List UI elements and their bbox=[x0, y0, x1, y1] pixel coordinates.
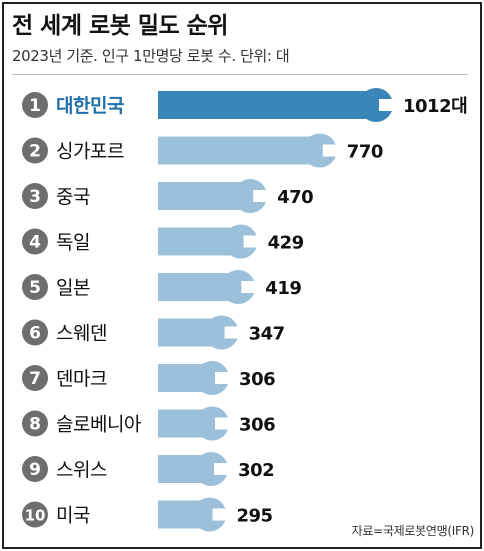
rank-number: 3 bbox=[29, 187, 41, 207]
country-label: 독일 bbox=[56, 232, 90, 254]
value-label: 306 bbox=[239, 369, 275, 390]
rank-number: 9 bbox=[29, 460, 41, 480]
chart-title: 전 세계 로봇 밀도 순위 bbox=[12, 13, 228, 39]
bar-claw-end bbox=[223, 224, 258, 259]
bar-claw-notch bbox=[253, 190, 273, 202]
rank-badge bbox=[22, 228, 48, 255]
bar-claw-notch bbox=[215, 372, 235, 384]
value-label: 306 bbox=[239, 415, 275, 436]
bar-claw-notch bbox=[212, 508, 232, 521]
bar-claw-end bbox=[359, 88, 393, 122]
bar bbox=[158, 136, 320, 165]
value-label: 470 bbox=[277, 187, 313, 208]
bar-claw-notch bbox=[322, 144, 342, 157]
bar-claw-end bbox=[221, 270, 256, 304]
bar-claw-end bbox=[195, 361, 230, 395]
rank-badge bbox=[22, 410, 48, 437]
rank-number: 1 bbox=[29, 96, 41, 116]
country-label: 스웨덴 bbox=[56, 323, 107, 345]
bar-claw-end bbox=[192, 497, 227, 532]
country-label: 대한민국 bbox=[56, 95, 124, 117]
value-label: 429 bbox=[268, 233, 304, 254]
rank-badge bbox=[22, 92, 48, 118]
bar-claw-notch bbox=[241, 281, 261, 293]
value-label: 302 bbox=[238, 460, 274, 481]
bar-claw-end bbox=[195, 406, 230, 441]
rank-number: 4 bbox=[29, 233, 41, 253]
title-divider bbox=[12, 74, 468, 75]
country-label: 슬로베니아 bbox=[56, 414, 141, 436]
rank-badge bbox=[22, 183, 48, 209]
value-label: 347 bbox=[249, 324, 285, 345]
rank-number: 5 bbox=[29, 278, 41, 298]
rank-badge bbox=[22, 365, 48, 391]
source-note: 자료=국제로봇연맹(IFR) bbox=[351, 524, 475, 538]
rank-badge bbox=[22, 501, 48, 528]
bar-claw-notch bbox=[379, 99, 398, 111]
bar-claw-notch bbox=[215, 417, 235, 430]
rank-number: 10 bbox=[25, 507, 46, 525]
rank-badge bbox=[22, 274, 48, 300]
bar-claw-end bbox=[194, 452, 229, 486]
rank-badge bbox=[22, 456, 48, 482]
country-label: 일본 bbox=[56, 277, 90, 299]
value-label: 295 bbox=[237, 506, 273, 527]
country-label: 스위스 bbox=[56, 459, 107, 481]
rank-number: 8 bbox=[29, 415, 41, 435]
bar-claw-notch bbox=[243, 235, 263, 248]
bar-claw-end bbox=[302, 133, 337, 168]
value-label: 1012대 bbox=[403, 96, 467, 117]
rank-number: 6 bbox=[29, 324, 41, 344]
bar-claw-notch bbox=[224, 326, 244, 339]
value-label: 770 bbox=[347, 142, 383, 163]
rank-number: 2 bbox=[29, 142, 41, 162]
rank-badge bbox=[22, 137, 48, 164]
country-label: 미국 bbox=[56, 505, 90, 527]
rank-badge bbox=[22, 319, 48, 346]
country-label: 싱가포르 bbox=[56, 141, 124, 163]
bar-claw-notch bbox=[214, 463, 234, 475]
bar bbox=[158, 91, 376, 119]
rank-number: 7 bbox=[29, 369, 41, 389]
bar-claw-end bbox=[233, 179, 268, 213]
value-label: 419 bbox=[265, 278, 301, 299]
country-label: 중국 bbox=[56, 186, 90, 208]
bar-claw-end bbox=[204, 315, 239, 350]
country-label: 덴마크 bbox=[56, 368, 107, 390]
chart-subtitle: 2023년 기준. 인구 1만명당 로봇 수. 단위: 대 bbox=[12, 47, 290, 65]
